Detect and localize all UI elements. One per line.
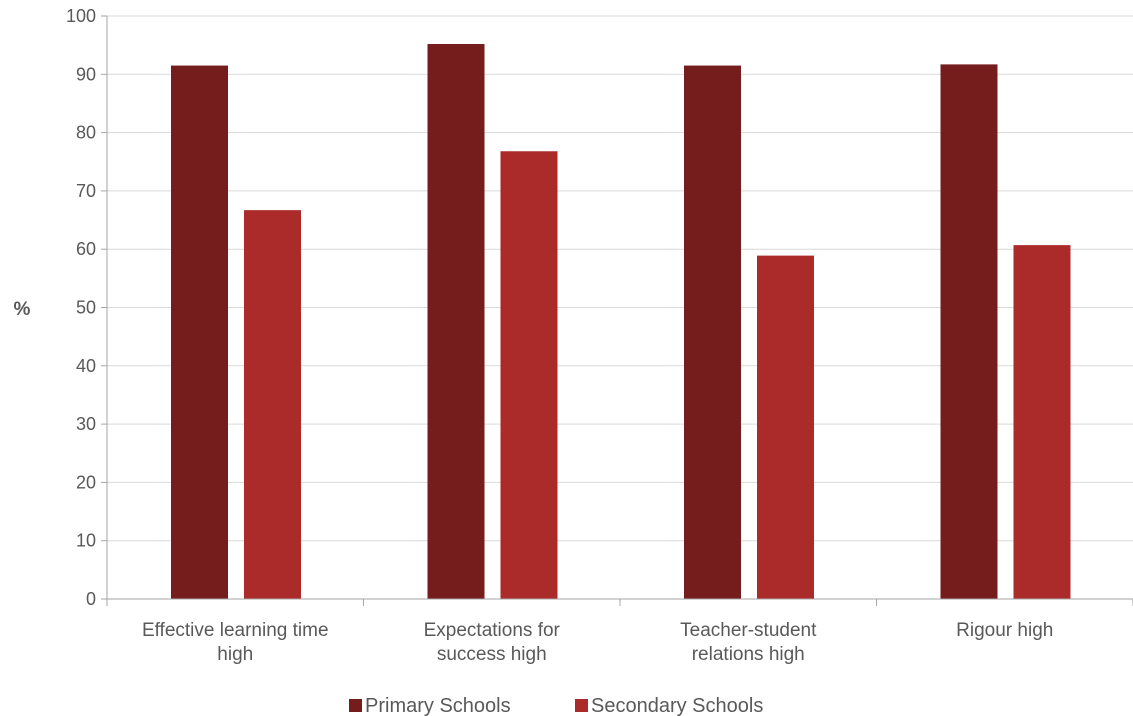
- x-category-label: Teacher-student: [680, 620, 817, 641]
- bar-primary: [171, 65, 228, 600]
- bar-primary: [427, 43, 485, 599]
- x-category-label: high: [217, 644, 253, 665]
- x-category-label: Expectations for: [424, 620, 561, 641]
- bars: [171, 43, 1071, 600]
- y-axis-label: %: [14, 299, 31, 320]
- y-tick-label: 20: [76, 472, 96, 492]
- x-category-label: Rigour high: [956, 620, 1053, 641]
- bar-primary: [684, 65, 741, 600]
- bar-secondary: [244, 210, 301, 600]
- y-tick-label: 90: [76, 64, 96, 84]
- y-tick-label: 70: [76, 181, 96, 201]
- bar-secondary: [757, 255, 814, 599]
- legend: Primary Schools Secondary Schools: [349, 695, 763, 716]
- bar-secondary: [1013, 245, 1071, 599]
- bar-primary: [940, 64, 998, 600]
- axes: [106, 16, 1133, 606]
- y-tick-label: 0: [86, 589, 96, 609]
- y-tick-label: 40: [76, 356, 96, 376]
- y-tick-label: 60: [76, 239, 96, 259]
- bar-secondary: [500, 151, 558, 600]
- x-category-label: success high: [437, 644, 547, 665]
- legend-swatch: [575, 699, 588, 712]
- y-tick-label: 50: [76, 298, 96, 318]
- legend-swatch: [349, 699, 362, 712]
- legend-label: Primary Schools: [365, 695, 511, 716]
- x-category-label: relations high: [692, 644, 805, 665]
- y-tick-label: 80: [76, 123, 96, 143]
- y-tick-label: 100: [66, 6, 96, 26]
- legend-label: Secondary Schools: [591, 695, 763, 716]
- y-tick-labels: 0 10 20 30 40 50 60 70 80 90 100: [66, 6, 96, 609]
- x-category-label: Effective learning time: [142, 620, 329, 641]
- x-category-labels: Effective learning time high Expectations …: [142, 620, 1053, 665]
- y-tick-label: 30: [76, 414, 96, 434]
- y-tick-label: 10: [76, 531, 96, 551]
